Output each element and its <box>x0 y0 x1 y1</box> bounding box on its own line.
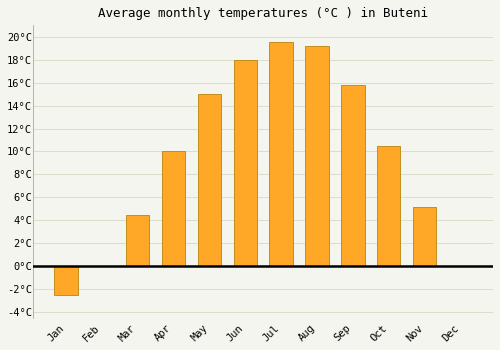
Bar <box>341 85 364 266</box>
Title: Average monthly temperatures (°C ) in Buteni: Average monthly temperatures (°C ) in Bu… <box>98 7 428 20</box>
Bar <box>162 152 185 266</box>
Bar <box>54 266 78 295</box>
Bar <box>413 206 436 266</box>
Bar <box>377 146 400 266</box>
Bar <box>126 215 150 266</box>
Bar <box>234 60 257 266</box>
Bar <box>306 46 328 266</box>
Bar <box>270 42 293 266</box>
Bar <box>198 94 221 266</box>
